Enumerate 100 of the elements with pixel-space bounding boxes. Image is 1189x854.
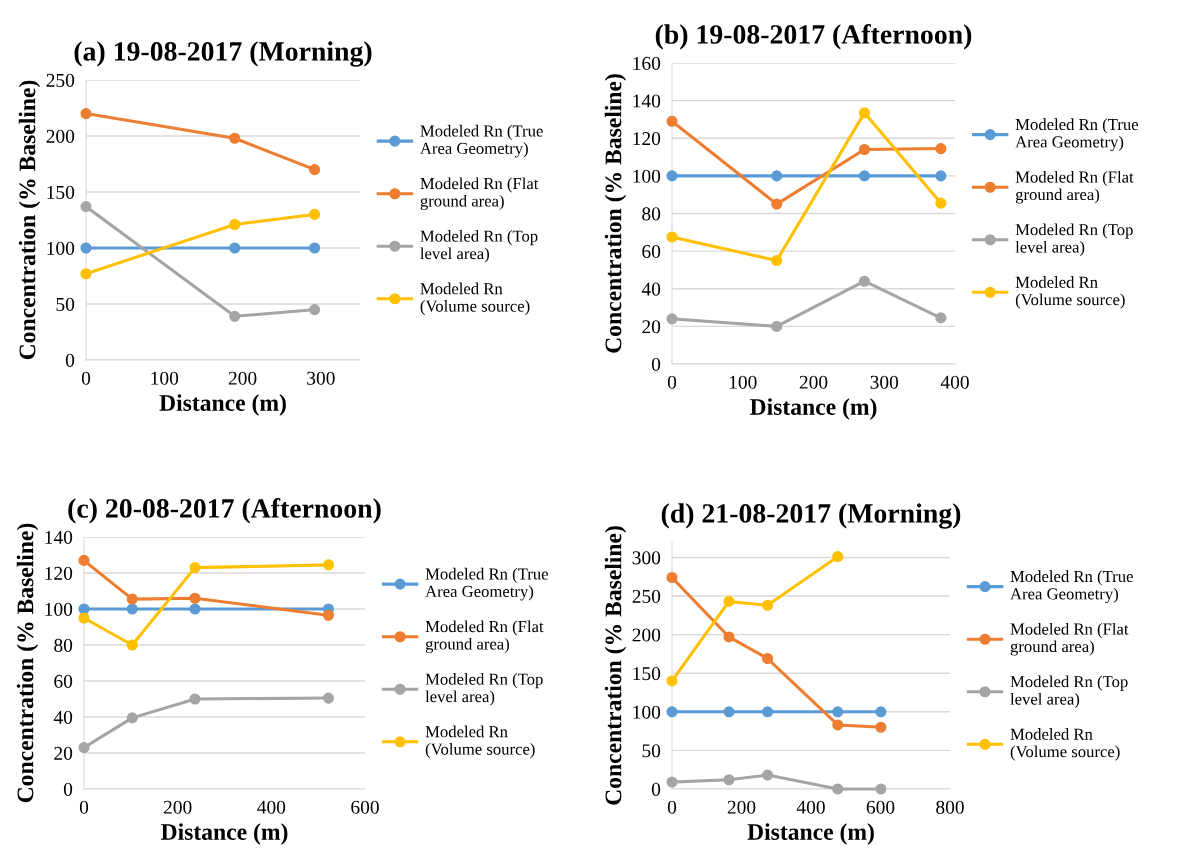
point	[189, 562, 201, 574]
point	[309, 164, 321, 176]
x-tick-label: 0	[667, 800, 677, 814]
legend-label: Modeled Rn (Volume source)	[425, 725, 535, 759]
point	[935, 170, 947, 182]
legend-label: Modeled Rn (True Area Geometry)	[1010, 570, 1133, 603]
x-tick-label: 200	[727, 800, 756, 814]
point	[771, 320, 783, 332]
point	[126, 593, 138, 605]
point	[80, 242, 92, 254]
y-tick-label: 200	[46, 129, 75, 143]
point	[78, 612, 90, 624]
legend-label: Modeled Rn (Flat ground area)	[1015, 170, 1134, 204]
x-tick-label: 400	[940, 375, 969, 389]
x-axis-title: Distance (m)	[159, 394, 286, 416]
legend-label: Modeled Rn (True Area Geometry)	[425, 567, 548, 601]
point	[322, 692, 335, 704]
y-tick-label: 120	[45, 566, 73, 580]
y-tick-label: 40	[53, 710, 73, 724]
point	[875, 721, 887, 733]
y-tick-label: 160	[633, 56, 661, 70]
point	[935, 143, 947, 155]
point	[229, 132, 241, 144]
chart-title: (d) 21-08-2017 (Morning)	[661, 503, 961, 529]
point	[666, 313, 678, 325]
x-tick-label: 300	[870, 375, 899, 389]
y-tick-label: 0	[651, 782, 661, 796]
chart-title: (b) 19-08-2017 (Afternoon)	[655, 24, 972, 50]
point	[309, 242, 321, 254]
legend-label: Modeled Rn (True Area Geometry)	[420, 124, 543, 158]
point	[875, 783, 887, 795]
legend-label: Modeled Rn (Volume source)	[1015, 276, 1125, 309]
point	[858, 275, 870, 287]
point	[189, 603, 201, 615]
x-tick-label: 600	[351, 800, 379, 814]
point	[832, 551, 844, 563]
point	[322, 609, 335, 621]
x-axis-title: Distance (m)	[749, 398, 877, 420]
y-tick-label: 80	[54, 638, 73, 652]
point	[666, 170, 678, 182]
legend-label: Modeled Rn (Flat ground area)	[425, 620, 544, 654]
point	[80, 268, 92, 280]
chart-title: (a) 19-08-2017 (Morning)	[74, 41, 372, 67]
y-tick-label: 60	[54, 674, 73, 688]
y-tick-label: 80	[642, 207, 661, 221]
x-tick-label: 100	[729, 375, 757, 389]
point	[832, 706, 844, 718]
x-axis-title: Distance (m)	[160, 823, 288, 845]
point	[78, 554, 90, 566]
y-axis-title: Concentration (% Baseline)	[604, 74, 627, 353]
y-tick-label: 60	[642, 244, 661, 259]
x-tick-label: 800	[936, 800, 964, 814]
x-axis-title: Distance (m)	[747, 823, 874, 845]
legend-label: Modeled Rn (Top level area)	[1015, 223, 1133, 257]
point	[126, 639, 138, 651]
point	[771, 198, 783, 210]
y-axis-title: Concentration (% Baseline)	[16, 523, 39, 803]
point	[80, 108, 92, 120]
y-tick-label: 100	[633, 169, 661, 183]
point	[666, 571, 678, 584]
point	[189, 693, 201, 705]
x-tick-label: 200	[163, 800, 192, 814]
point	[126, 712, 138, 724]
x-tick-label: 0	[79, 800, 89, 814]
x-tick-label: 0	[667, 375, 677, 389]
point	[723, 774, 735, 786]
legend-label: Modeled Rn (Volume source)	[1010, 728, 1120, 761]
point	[723, 595, 735, 607]
legend-label: Modeled Rn (Volume source)	[420, 282, 530, 316]
point	[762, 652, 774, 665]
y-tick-label: 100	[45, 602, 73, 616]
point	[771, 170, 783, 182]
point	[229, 242, 241, 254]
point	[762, 599, 774, 611]
point	[666, 776, 678, 788]
point	[832, 783, 844, 795]
point	[666, 675, 678, 687]
point	[322, 559, 335, 571]
legend-label: Modeled Rn (True Area Geometry)	[1015, 118, 1139, 151]
y-tick-label: 40	[641, 282, 661, 296]
point	[80, 201, 92, 213]
point	[858, 170, 870, 182]
point	[666, 231, 678, 243]
point	[771, 254, 783, 267]
point	[858, 143, 870, 156]
x-tick-label: 300	[307, 371, 335, 385]
x-tick-label: 400	[796, 800, 825, 814]
legend-label: Modeled Rn (Top level area)	[425, 673, 543, 706]
y-tick-label: 250	[46, 73, 75, 87]
y-tick-label: 0	[651, 357, 661, 371]
point	[723, 631, 735, 643]
point	[666, 115, 678, 127]
point	[723, 706, 735, 718]
legend-label: Modeled Rn (Flat ground area)	[1010, 622, 1129, 656]
y-tick-label: 100	[47, 241, 75, 255]
x-tick-label: 100	[151, 371, 179, 385]
point	[935, 312, 947, 324]
y-tick-label: 50	[642, 744, 661, 758]
point	[229, 310, 241, 322]
point	[666, 706, 678, 718]
